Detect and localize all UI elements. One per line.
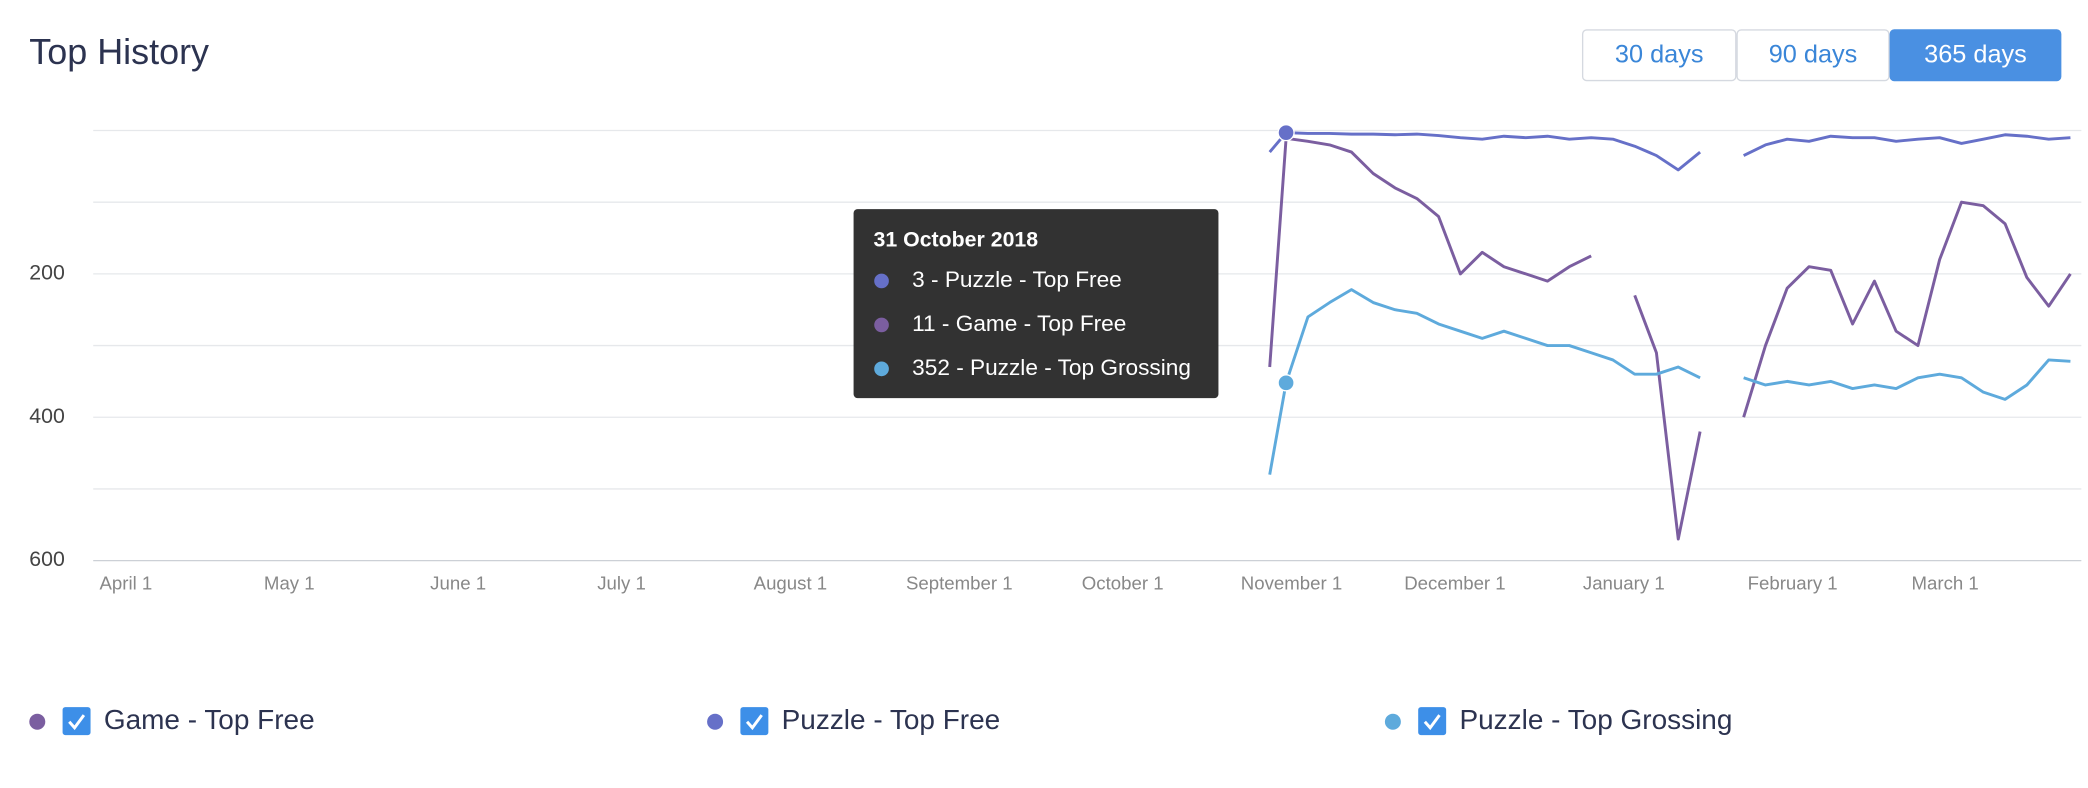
- x-tick-label: December 1: [1404, 573, 1505, 594]
- legend-item[interactable]: Game - Top Free: [29, 704, 315, 736]
- legend-item[interactable]: Puzzle - Top Free: [707, 704, 1000, 735]
- x-tick-label: February 1: [1748, 573, 1838, 594]
- button-label: 365 days: [1924, 41, 2027, 69]
- tooltip-bg: [853, 209, 1219, 399]
- x-tick-label: September 1: [906, 573, 1013, 594]
- series-line: [1268, 136, 2072, 541]
- x-tick-label: November 1: [1241, 573, 1342, 594]
- x-tick-label: April 1: [99, 573, 152, 594]
- tooltip-date: 31 October 2018: [874, 228, 1039, 252]
- checkmark: [745, 714, 763, 731]
- tooltip-dot: [874, 317, 889, 333]
- legend-dot: [707, 713, 724, 730]
- x-tick-label: May 1: [264, 573, 315, 594]
- y-tick-label: 600: [29, 547, 65, 571]
- legend-label: Puzzle - Top Grossing: [1459, 704, 1732, 735]
- legend-checkbox[interactable]: [62, 707, 91, 736]
- tooltip-item: 352 - Puzzle - Top Grossing: [912, 355, 1191, 380]
- x-tick-label: January 1: [1583, 573, 1665, 594]
- checkmark: [1423, 714, 1441, 731]
- button-label: 90 days: [1769, 41, 1858, 69]
- legend-checkbox[interactable]: [740, 707, 769, 736]
- range-button[interactable]: 90 days: [1736, 29, 1890, 82]
- hover-marker: [1277, 123, 1295, 142]
- tooltip-dot: [874, 361, 889, 377]
- button-bg: [1889, 29, 2062, 82]
- y-tick-label: 400: [29, 404, 65, 428]
- x-tick-label: October 1: [1082, 573, 1164, 594]
- legend-label: Game - Top Free: [104, 704, 315, 735]
- legend-label: Puzzle - Top Free: [782, 704, 1001, 735]
- legend-dot: [29, 713, 46, 730]
- hover-marker: [1277, 374, 1295, 392]
- tooltip-dot: [874, 273, 889, 289]
- x-tick-label: June 1: [430, 573, 486, 594]
- tooltip: 31 October 2018 3 - Puzzle - Top Free 11 -…: [853, 209, 1219, 399]
- checkmark: [68, 714, 86, 731]
- button-bg: [1736, 29, 1890, 82]
- tooltip-item: 3 - Puzzle - Top Free: [912, 267, 1122, 292]
- legend-checkbox[interactable]: [1418, 707, 1447, 736]
- tooltip-item: 11 - Game - Top Free: [912, 311, 1126, 336]
- legend-dot: [1384, 713, 1401, 730]
- button-bg: [1581, 29, 1737, 82]
- chart-title: Top History: [29, 31, 209, 72]
- x-tick-label: August 1: [754, 573, 828, 594]
- legend-item[interactable]: Puzzle - Top Grossing: [1384, 704, 1733, 736]
- x-tick-label: March 1: [1912, 573, 1979, 594]
- range-button[interactable]: 365 days: [1889, 29, 2062, 82]
- x-tick-label: July 1: [597, 573, 646, 594]
- button-label: 30 days: [1615, 41, 1704, 69]
- series-line: [1268, 131, 2071, 172]
- range-button[interactable]: 30 days: [1581, 29, 1737, 82]
- y-tick-label: 200: [29, 261, 65, 285]
- series-line: [1268, 288, 2071, 475]
